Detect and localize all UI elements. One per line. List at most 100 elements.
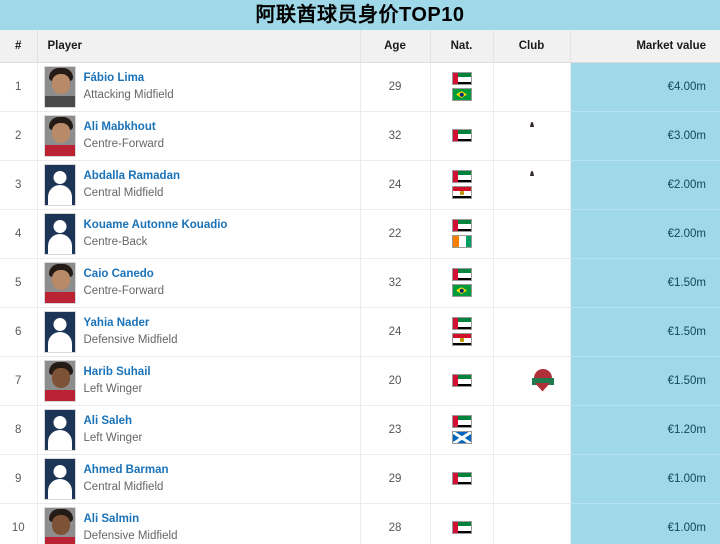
club-cell[interactable] bbox=[493, 503, 571, 544]
player-photo-placeholder bbox=[43, 163, 76, 206]
column-header-age[interactable]: Age bbox=[360, 30, 431, 63]
player-position: Defensive Midfield bbox=[83, 333, 178, 346]
table-row[interactable]: 1 Fábio Lima Attacking Midfield 29 €4.00m bbox=[0, 62, 720, 112]
rank-cell: 9 bbox=[0, 454, 38, 504]
player-name-link[interactable]: Yahia Nader bbox=[83, 317, 150, 330]
player-position: Defensive Midfield bbox=[83, 529, 178, 542]
market-value-cell: €4.00m bbox=[570, 62, 720, 112]
column-header-market-value[interactable]: Market value bbox=[570, 30, 720, 63]
nationality-cell bbox=[430, 454, 494, 504]
flag-icon-united-arab-emirates bbox=[451, 268, 472, 281]
table-row[interactable]: 2 Ali Mabkhout Centre-Forward 32 €3.00m bbox=[0, 111, 720, 161]
player-name-link[interactable]: Ahmed Barman bbox=[83, 464, 169, 477]
player-photo bbox=[43, 65, 76, 108]
nationality-cell bbox=[430, 356, 494, 406]
player-cell[interactable]: Ali Saleh Left Winger bbox=[37, 405, 361, 455]
club-cell[interactable] bbox=[493, 62, 571, 112]
club-badge-al-jazira[interactable] bbox=[521, 170, 543, 197]
age-cell: 29 bbox=[360, 62, 431, 112]
player-photo-placeholder bbox=[43, 310, 76, 353]
market-value-cell: €1.50m bbox=[570, 356, 720, 406]
club-cell[interactable] bbox=[493, 405, 571, 455]
player-position: Centre-Forward bbox=[83, 137, 165, 150]
table-row[interactable]: 9 Ahmed Barman Central Midfield 29 €1.00m bbox=[0, 454, 720, 504]
player-cell[interactable]: Ali Mabkhout Centre-Forward bbox=[37, 111, 361, 161]
table-row[interactable]: 6 Yahia Nader Defensive Midfield 24 €1.50m bbox=[0, 307, 720, 357]
rank-cell: 3 bbox=[0, 160, 38, 210]
market-value-cell: €1.50m bbox=[570, 307, 720, 357]
club-badge-shabab-al-ahli[interactable] bbox=[521, 368, 554, 393]
flag-icon-united-arab-emirates bbox=[451, 374, 472, 387]
player-cell[interactable]: Yahia Nader Defensive Midfield bbox=[37, 307, 361, 357]
player-name-link[interactable]: Harib Suhail bbox=[83, 366, 151, 379]
nationality-cell bbox=[430, 405, 494, 455]
column-header-club[interactable]: Club bbox=[493, 30, 571, 63]
flag-icon-united-arab-emirates bbox=[451, 415, 472, 428]
column-header-nat[interactable]: Nat. bbox=[430, 30, 494, 63]
market-value-cell: €2.00m bbox=[570, 209, 720, 259]
age-cell: 32 bbox=[360, 258, 431, 308]
table-row[interactable]: 7 Harib Suhail Left Winger 20 €1.50m bbox=[0, 356, 720, 406]
player-cell[interactable]: Ahmed Barman Central Midfield bbox=[37, 454, 361, 504]
column-header-player[interactable]: Player bbox=[37, 30, 361, 63]
player-cell[interactable]: Ali Salmin Defensive Midfield bbox=[37, 503, 361, 544]
nationality-cell bbox=[430, 209, 494, 259]
rank-cell: 2 bbox=[0, 111, 38, 161]
market-value-cell: €3.00m bbox=[570, 111, 720, 161]
nationality-cell bbox=[430, 503, 494, 544]
market-value-cell: €2.00m bbox=[570, 160, 720, 210]
player-cell[interactable]: Kouame Autonne Kouadio Centre-Back bbox=[37, 209, 361, 259]
rank-cell: 1 bbox=[0, 62, 38, 112]
player-name-link[interactable]: Ali Saleh bbox=[83, 415, 133, 428]
club-badge-al-wasl[interactable] bbox=[521, 516, 543, 540]
club-badge-al-ain[interactable] bbox=[521, 320, 543, 344]
age-cell: 20 bbox=[360, 356, 431, 406]
flag-icon-brazil bbox=[451, 284, 472, 297]
club-badge-al-wasl[interactable] bbox=[521, 75, 543, 99]
rank-cell: 7 bbox=[0, 356, 38, 406]
club-cell[interactable] bbox=[493, 111, 571, 161]
player-name-link[interactable]: Kouame Autonne Kouadio bbox=[83, 219, 228, 232]
age-cell: 28 bbox=[360, 503, 431, 544]
club-badge-al-ain[interactable] bbox=[521, 222, 543, 246]
player-position: Left Winger bbox=[83, 431, 143, 444]
flag-icon-united-arab-emirates bbox=[451, 72, 472, 85]
rank-cell: 8 bbox=[0, 405, 38, 455]
club-cell[interactable] bbox=[493, 209, 571, 259]
player-name-link[interactable]: Fábio Lima bbox=[83, 72, 145, 85]
club-badge-al-ain[interactable] bbox=[521, 467, 543, 491]
player-name-link[interactable]: Ali Salmin bbox=[83, 513, 140, 526]
club-cell[interactable] bbox=[493, 160, 571, 210]
player-name-link[interactable]: Caio Canedo bbox=[83, 268, 154, 281]
flag-icon-united-arab-emirates bbox=[451, 129, 472, 142]
player-position: Central Midfield bbox=[83, 186, 164, 199]
table-row[interactable]: 8 Ali Saleh Left Winger 23 €1.20m bbox=[0, 405, 720, 455]
player-position: Centre-Forward bbox=[83, 284, 165, 297]
flag-icon-brazil bbox=[451, 88, 472, 101]
player-name-link[interactable]: Ali Mabkhout bbox=[83, 121, 156, 134]
column-header-rank[interactable]: # bbox=[0, 30, 38, 63]
club-badge-al-ain[interactable] bbox=[521, 271, 543, 295]
player-market-value-table: # Player Age Nat. Club Market value 1 Fáb… bbox=[0, 30, 720, 544]
player-cell[interactable]: Fábio Lima Attacking Midfield bbox=[37, 62, 361, 112]
player-cell[interactable]: Caio Canedo Centre-Forward bbox=[37, 258, 361, 308]
player-photo bbox=[43, 261, 76, 304]
page-title-bar: 阿联酋球员身价TOP10 bbox=[0, 0, 720, 30]
player-name-link[interactable]: Abdalla Ramadan bbox=[83, 170, 181, 183]
club-cell[interactable] bbox=[493, 454, 571, 504]
club-cell[interactable] bbox=[493, 356, 571, 406]
table-row[interactable]: 3 Abdalla Ramadan Central Midfield 24 €2.00m bbox=[0, 160, 720, 210]
flag-icon-scotland bbox=[451, 431, 472, 444]
player-photo-placeholder bbox=[43, 408, 76, 451]
player-cell[interactable]: Abdalla Ramadan Central Midfield bbox=[37, 160, 361, 210]
club-cell[interactable] bbox=[493, 258, 571, 308]
club-badge-al-wasl[interactable] bbox=[521, 418, 543, 442]
table-row[interactable]: 10 Ali Salmin Defensive Midfield 28 €1.00m bbox=[0, 503, 720, 544]
player-cell[interactable]: Harib Suhail Left Winger bbox=[37, 356, 361, 406]
table-row[interactable]: 4 Kouame Autonne Kouadio Centre-Back 22 €2.0… bbox=[0, 209, 720, 259]
club-cell[interactable] bbox=[493, 307, 571, 357]
club-badge-al-jazira[interactable] bbox=[521, 121, 543, 148]
table-row[interactable]: 5 Caio Canedo Centre-Forward 32 €1.50m bbox=[0, 258, 720, 308]
age-cell: 24 bbox=[360, 160, 431, 210]
